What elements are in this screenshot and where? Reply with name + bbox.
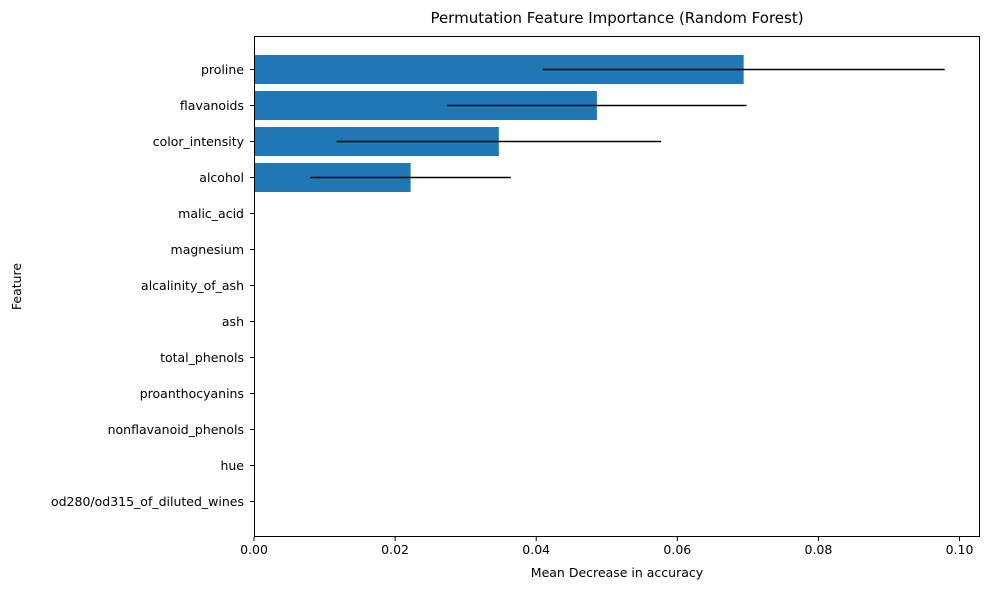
error-bars-layer [310,68,945,179]
y-tick-label: total_phenols [160,350,244,365]
y-tick-label: alcohol [199,170,244,185]
y-tick-label: magnesium [171,242,244,257]
y-axis-label: Feature [9,263,24,311]
x-tick-label: 0.08 [805,542,833,557]
x-axis-label: Mean Decrease in accuracy [531,565,704,580]
x-tick-label: 0.02 [381,542,409,557]
y-tick-label: hue [220,458,244,473]
x-tick-label: 0.00 [240,542,268,557]
y-tick-label: od280/od315_of_diluted_wines [51,494,244,509]
y-tick-label: color_intensity [153,134,245,149]
x-tick-label: 0.10 [946,542,974,557]
x-axis-ticks: 0.00 0.02 0.04 0.06 0.08 0.10 [240,537,973,557]
x-tick-label: 0.06 [663,542,691,557]
y-tick-label: malic_acid [178,206,244,221]
plot-frame [254,36,980,537]
y-tick-label: nonflavanoid_phenols [108,422,244,437]
x-tick-label: 0.04 [522,542,550,557]
y-tick-label: proline [201,62,244,77]
y-tick-label: ash [222,314,244,329]
y-tick-label: alcalinity_of_ash [141,278,244,293]
bars-layer [254,55,744,192]
chart-title: Permutation Feature Importance (Random F… [430,9,803,27]
y-tick-label: proanthocyanins [140,386,244,401]
y-tick-label: flavanoids [180,98,244,113]
